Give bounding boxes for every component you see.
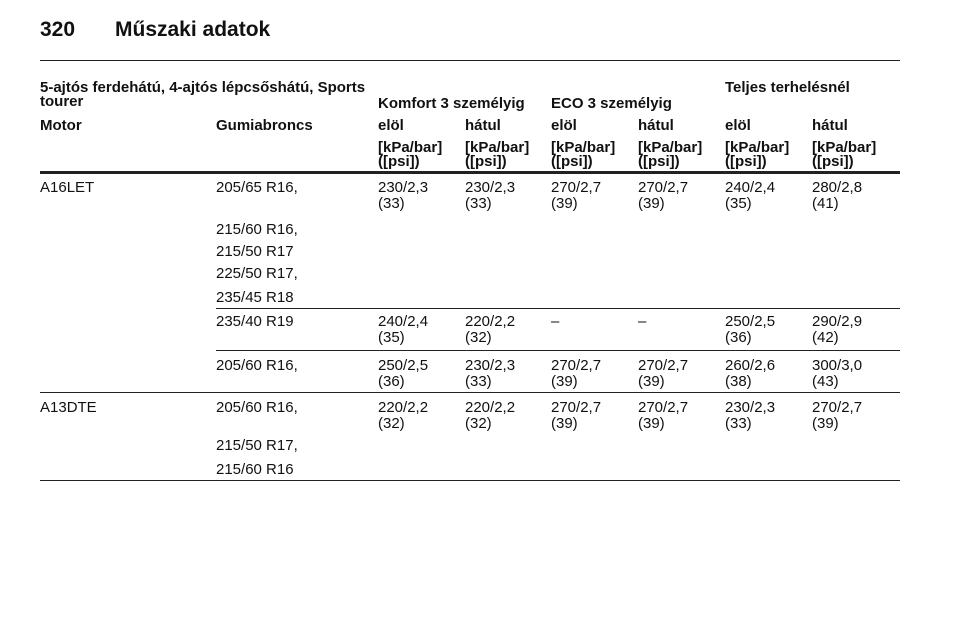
pressure-cell: 270/2,7	[638, 399, 689, 416]
motor-cell: A13DTE	[40, 399, 97, 416]
header-rule	[40, 60, 900, 61]
motor-cell: A16LET	[40, 179, 95, 196]
pressure-cell: (35)	[725, 195, 752, 212]
unit-header: [kPa/bar]	[551, 139, 616, 156]
pressure-cell: (43)	[812, 373, 839, 390]
pressure-cell: (39)	[551, 195, 578, 212]
column-header: hátul	[812, 117, 848, 134]
pressure-cell: 220/2,2	[465, 313, 516, 330]
pressure-cell: 300/3,0	[812, 357, 863, 374]
tire-cell: 235/40 R19	[216, 313, 294, 330]
table-rule	[40, 480, 900, 481]
page-number: 320	[40, 18, 76, 41]
pressure-cell: (39)	[551, 415, 578, 432]
unit-header: [kPa/bar]	[812, 139, 877, 156]
tire-cell: 205/65 R16,	[216, 179, 298, 196]
pressure-cell: 290/2,9	[812, 313, 863, 330]
pressure-cell: 260/2,6	[725, 357, 776, 374]
pressure-cell: 270/2,7	[551, 357, 602, 374]
unit-header: ([psi])	[725, 153, 767, 170]
pressure-cell: 240/2,4	[725, 179, 776, 196]
group-header: tourer	[40, 93, 84, 110]
pressure-cell: (36)	[378, 373, 405, 390]
pressure-cell: 270/2,7	[551, 399, 602, 416]
column-header: elöl	[725, 117, 751, 134]
unit-header: ([psi])	[378, 153, 420, 170]
pressure-cell: 250/2,5	[725, 313, 776, 330]
pressure-cell: (39)	[638, 373, 665, 390]
column-header: hátul	[638, 117, 674, 134]
tire-cell: 205/60 R16,	[216, 399, 298, 416]
pressure-cell: 240/2,4	[378, 313, 429, 330]
pressure-cell: 220/2,2	[378, 399, 429, 416]
tire-cell: 235/45 R18	[216, 289, 294, 306]
pressure-cell: 230/2,3	[465, 357, 516, 374]
unit-header: [kPa/bar]	[378, 139, 443, 156]
pressure-cell: 250/2,5	[378, 357, 429, 374]
table-rule	[216, 308, 900, 309]
pressure-cell: (33)	[465, 195, 492, 212]
pressure-cell: (38)	[725, 373, 752, 390]
table-rule	[216, 350, 900, 351]
pressure-cell: (33)	[378, 195, 405, 212]
pressure-cell: 270/2,7	[551, 179, 602, 196]
unit-header: ([psi])	[638, 153, 680, 170]
pressure-cell: (35)	[378, 329, 405, 346]
pressure-cell: (33)	[465, 373, 492, 390]
unit-header: [kPa/bar]	[725, 139, 790, 156]
pressure-cell: (36)	[725, 329, 752, 346]
pressure-cell: 270/2,7	[638, 357, 689, 374]
pressure-cell: –	[551, 313, 560, 330]
group-header: ECO 3 személyig	[551, 95, 672, 112]
column-header: elöl	[551, 117, 577, 134]
group-header: Komfort 3 személyig	[378, 95, 525, 112]
column-header: hátul	[465, 117, 501, 134]
pressure-cell: 230/2,3	[465, 179, 516, 196]
pressure-cell: (32)	[465, 415, 492, 432]
table-rule	[40, 171, 900, 174]
tire-cell: 205/60 R16,	[216, 357, 298, 374]
pressure-cell: (39)	[638, 415, 665, 432]
pressure-cell: (39)	[551, 373, 578, 390]
pressure-cell: (32)	[465, 329, 492, 346]
tire-cell: 225/50 R17,	[216, 265, 298, 282]
pressure-cell: 220/2,2	[465, 399, 516, 416]
unit-header: ([psi])	[465, 153, 507, 170]
pressure-cell: (42)	[812, 329, 839, 346]
unit-header: [kPa/bar]	[465, 139, 530, 156]
pressure-cell: (32)	[378, 415, 405, 432]
table-rule	[40, 392, 900, 393]
group-header: 5-ajtós ferdehátú, 4-ajtós lépcsőshátú, …	[40, 79, 366, 96]
unit-header: ([psi])	[551, 153, 593, 170]
column-header: Gumiabroncs	[216, 117, 313, 134]
group-header: Teljes terhelésnél	[725, 79, 850, 96]
unit-header: ([psi])	[812, 153, 854, 170]
tire-cell: 215/50 R17,	[216, 437, 298, 454]
pressure-cell: 230/2,3	[378, 179, 429, 196]
pressure-cell: –	[638, 313, 647, 330]
pressure-cell: 280/2,8	[812, 179, 863, 196]
pressure-cell: 270/2,7	[812, 399, 863, 416]
column-header: Motor	[40, 117, 82, 134]
pressure-cell: 230/2,3	[725, 399, 776, 416]
tire-cell: 215/60 R16	[216, 461, 294, 478]
pressure-cell: (39)	[638, 195, 665, 212]
page-title: Műszaki adatok	[115, 18, 271, 41]
column-header: elöl	[378, 117, 404, 134]
pressure-cell: 270/2,7	[638, 179, 689, 196]
tire-cell: 215/50 R17	[216, 243, 294, 260]
pressure-cell: (39)	[812, 415, 839, 432]
pressure-cell: (33)	[725, 415, 752, 432]
unit-header: [kPa/bar]	[638, 139, 703, 156]
tire-cell: 215/60 R16,	[216, 221, 298, 238]
pressure-cell: (41)	[812, 195, 839, 212]
